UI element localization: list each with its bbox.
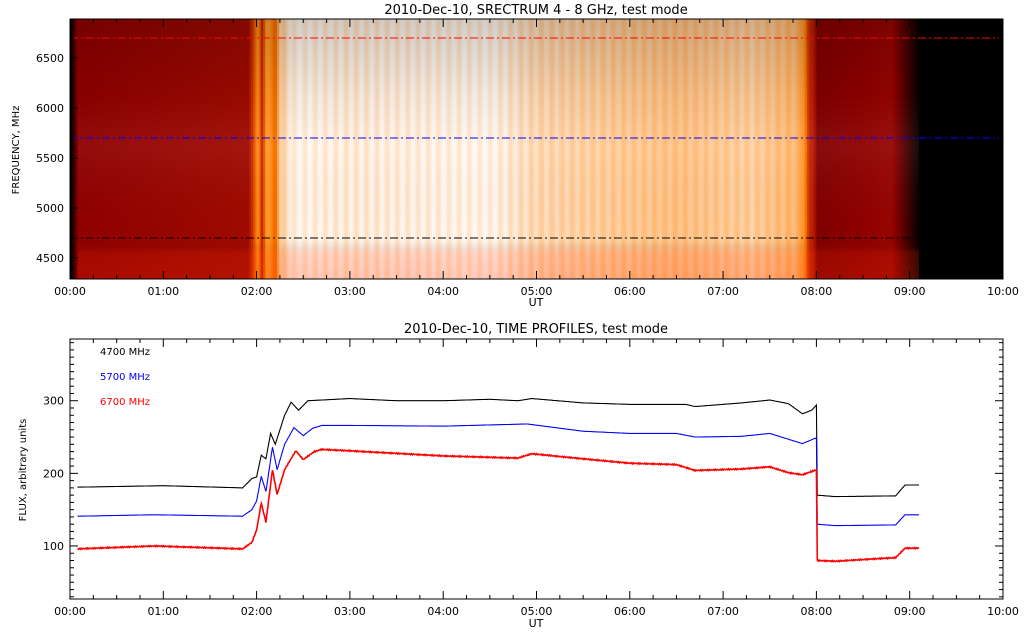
x-tick-label: 04:00	[427, 605, 459, 618]
y-tick-label: 5000	[36, 202, 64, 215]
y-tick-label: 300	[43, 395, 64, 408]
y-tick-label: 5500	[36, 152, 64, 165]
x-tick-label: 07:00	[707, 605, 739, 618]
y-tick-label: 4500	[36, 252, 64, 265]
profile-title: 2010-Dec-10, TIME PROFILES, test mode	[404, 322, 668, 337]
heatmap-frequency-shading	[77, 19, 920, 279]
x-tick-label: 10:00	[987, 285, 1019, 298]
heatmap-cell	[75, 19, 79, 279]
cut-lines	[70, 37, 1003, 239]
x-tick-label: 08:00	[801, 605, 833, 618]
x-tick-label: 05:00	[521, 605, 553, 618]
x-tick-label: 09:00	[894, 285, 926, 298]
spectrum-ylabel: FREQUENCY, MHz	[11, 106, 22, 195]
profile-xlabel: UT	[529, 617, 544, 630]
y-tick-label: 6000	[36, 102, 64, 115]
y-tick-label: 100	[43, 540, 64, 553]
x-tick-label: 06:00	[614, 605, 646, 618]
series-line-4700-mhz	[77, 398, 920, 498]
x-tick-label: 00:00	[54, 285, 86, 298]
x-tick-label: 05:00	[521, 285, 553, 298]
time-profile-chart: 2010-Dec-10, TIME PROFILES, test mode 00…	[18, 322, 1019, 630]
x-tick-label: 10:00	[987, 605, 1019, 618]
x-tick-label: 00:00	[54, 605, 86, 618]
x-tick-label: 03:00	[334, 605, 366, 618]
series-line-6700-mhz	[77, 447, 920, 563]
x-tick-label: 01:00	[147, 285, 179, 298]
spectrum-title: 2010-Dec-10, SRECTRUM 4 - 8 GHz, test mo…	[384, 3, 687, 18]
legend-item: 4700 MHz	[100, 347, 150, 358]
y-tick-label: 6500	[36, 52, 64, 65]
legend-item: 5700 MHz	[100, 372, 150, 383]
series-line-5700-mhz	[77, 423, 920, 527]
x-tick-label: 07:00	[707, 285, 739, 298]
x-tick-label: 01:00	[147, 605, 179, 618]
heatmap-cell	[73, 19, 77, 279]
legend: 4700 MHz 5700 MHz 6700 MHz	[100, 347, 150, 408]
spectrum-xlabel: UT	[529, 296, 544, 309]
profile-series	[77, 398, 920, 563]
x-tick-label: 02:00	[241, 285, 273, 298]
heatmap-cell	[71, 19, 75, 279]
x-tick-label: 02:00	[241, 605, 273, 618]
x-tick-label: 04:00	[427, 285, 459, 298]
x-tick-label: 09:00	[894, 605, 926, 618]
heatmap-cell	[70, 19, 73, 279]
profile-axes: 00:00 01:00 02:00 03:00 04:00 05:00 06:00 07:00…	[43, 339, 1019, 618]
x-tick-label: 08:00	[801, 285, 833, 298]
legend-item: 6700 MHz	[100, 397, 150, 408]
profile-ylabel: FLUX, arbitrary units	[18, 419, 29, 522]
spectrum-chart: 2010-Dec-10, SRECTRUM 4 - 8 GHz, test mo…	[11, 3, 1019, 309]
x-tick-label: 06:00	[614, 285, 646, 298]
spectrum-axes: 00:00 01:00 02:00 03:00 04:00 05:00 06:00 07:00…	[36, 19, 1019, 298]
x-tick-label: 03:00	[334, 285, 366, 298]
y-tick-label: 200	[43, 467, 64, 480]
